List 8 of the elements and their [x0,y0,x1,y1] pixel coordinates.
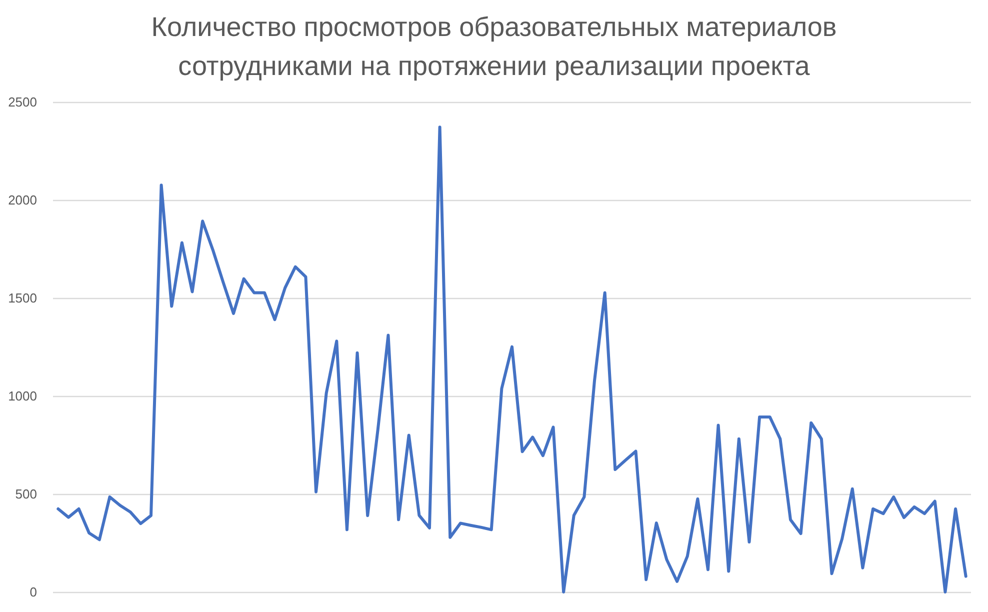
line-series [56,126,968,594]
y-tick-label: 0 [30,584,37,600]
y-tick-label: 500 [15,486,37,502]
y-tick-label: 1000 [8,388,37,404]
y-tick-label: 2000 [8,192,37,208]
y-tick-label: 1500 [8,290,37,306]
chart-title: Количество просмотров образовательных материалов сотрудниками на протяжении реализации проекта [150,11,838,83]
y-tick-label: 2500 [8,94,37,110]
